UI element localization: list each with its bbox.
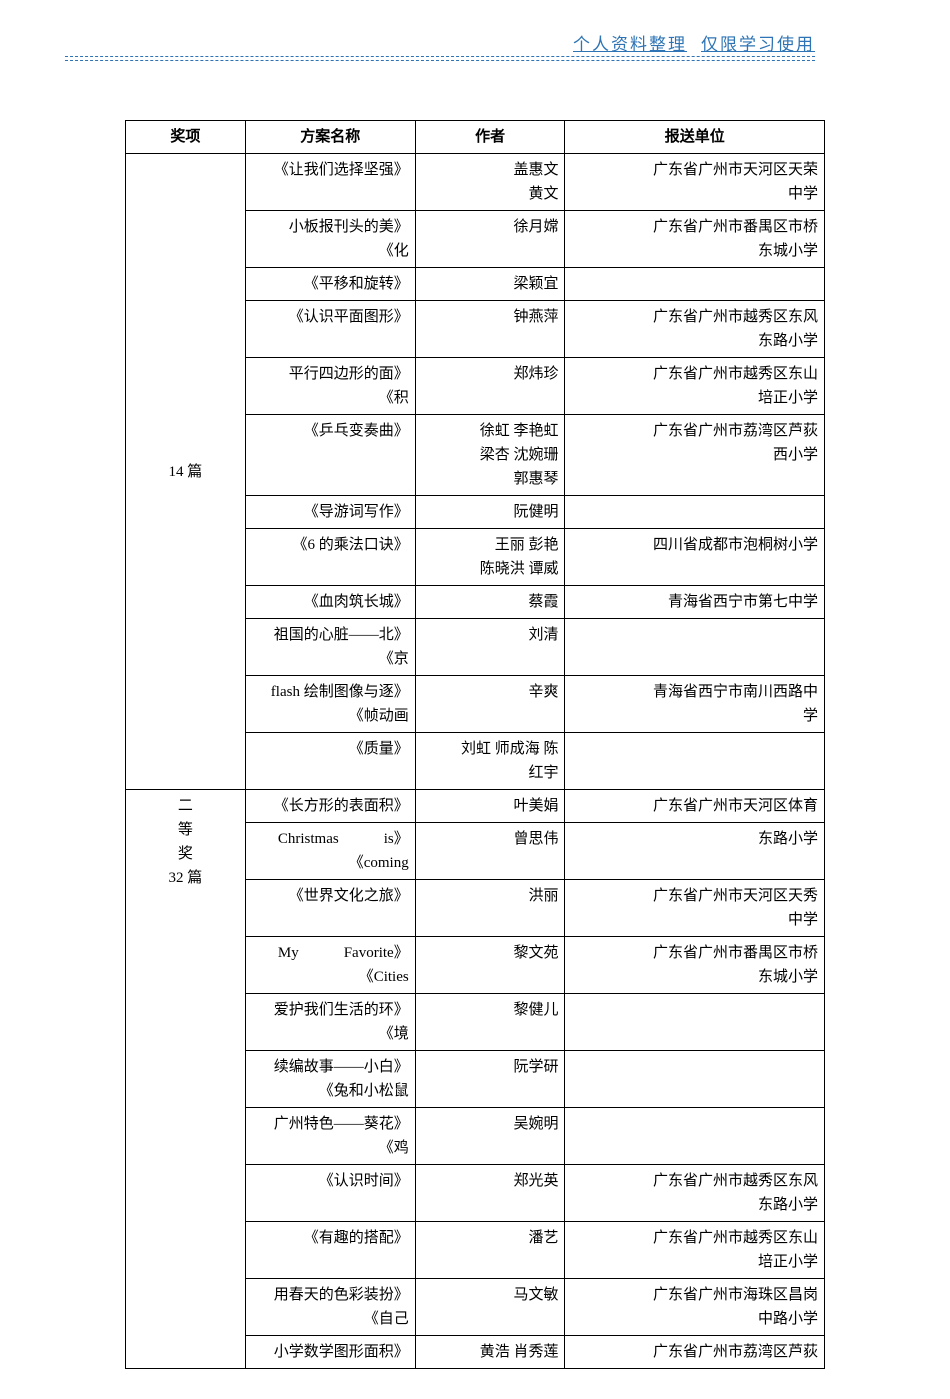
plan-cell: 用春天的色彩装扮》《自己	[245, 1279, 415, 1336]
plan-cell: 平行四边形的面》《积	[245, 358, 415, 415]
org-cell	[565, 496, 825, 529]
author-cell: 徐月嫦	[415, 211, 565, 268]
author-cell: 辛爽	[415, 676, 565, 733]
header-dash-1	[65, 56, 815, 57]
plan-cell: 《有趣的搭配》	[245, 1222, 415, 1279]
col-header-author: 作者	[415, 121, 565, 154]
author-cell: 蔡霞	[415, 586, 565, 619]
page-header: 个人资料整理仅限学习使用	[65, 30, 885, 70]
author-cell: 阮学研	[415, 1051, 565, 1108]
plan-cell: 广州特色――葵花》《鸡	[245, 1108, 415, 1165]
plan-cell: My Favorite》《Cities	[245, 937, 415, 994]
plan-cell: Christmas is》《coming	[245, 823, 415, 880]
author-cell: 徐虹 李艳虹梁杏 沈婉珊郭惠琴	[415, 415, 565, 496]
plan-cell: 《6 的乘法口诀》	[245, 529, 415, 586]
org-cell: 青海省西宁市南川西路中学	[565, 676, 825, 733]
org-cell: 广东省广州市海珠区昌岗中路小学	[565, 1279, 825, 1336]
org-cell: 广东省广州市天河区天秀中学	[565, 880, 825, 937]
table-row: 二等奖32 篇《长方形的表面积》叶美娟广东省广州市天河区体育	[126, 790, 825, 823]
author-cell: 吴婉明	[415, 1108, 565, 1165]
org-cell: 四川省成都市泡桐树小学	[565, 529, 825, 586]
award-cell: 14 篇	[126, 154, 246, 790]
author-cell: 黄浩 肖秀莲	[415, 1336, 565, 1369]
plan-cell: 《质量》	[245, 733, 415, 790]
plan-cell: 《血肉筑长城》	[245, 586, 415, 619]
org-cell	[565, 994, 825, 1051]
award-cell: 二等奖32 篇	[126, 790, 246, 1369]
plan-cell: 《认识时间》	[245, 1165, 415, 1222]
author-cell: 叶美娟	[415, 790, 565, 823]
col-header-plan: 方案名称	[245, 121, 415, 154]
table-head: 奖项 方案名称 作者 报送单位	[126, 121, 825, 154]
author-cell: 马文敏	[415, 1279, 565, 1336]
plan-cell: 《导游词写作》	[245, 496, 415, 529]
plan-cell: 《认识平面图形》	[245, 301, 415, 358]
plan-cell: 《世界文化之旅》	[245, 880, 415, 937]
author-cell: 黎健儿	[415, 994, 565, 1051]
author-cell: 阮健明	[415, 496, 565, 529]
org-cell: 广东省广州市越秀区东山培正小学	[565, 358, 825, 415]
org-cell	[565, 619, 825, 676]
org-cell: 广东省广州市天河区天荣中学	[565, 154, 825, 211]
plan-cell: 小学数学图形面积》	[245, 1336, 415, 1369]
author-cell: 潘艺	[415, 1222, 565, 1279]
col-header-award: 奖项	[126, 121, 246, 154]
org-cell: 广东省广州市荔湾区芦荻	[565, 1336, 825, 1369]
header-left: 个人资料整理	[573, 35, 687, 54]
plan-cell: 《长方形的表面积》	[245, 790, 415, 823]
org-cell	[565, 1051, 825, 1108]
org-cell: 广东省广州市天河区体育	[565, 790, 825, 823]
plan-cell: 《乒乓变奏曲》	[245, 415, 415, 496]
author-cell: 盖惠文黄文	[415, 154, 565, 211]
author-cell: 曾思伟	[415, 823, 565, 880]
plan-cell: 《让我们选择坚强》	[245, 154, 415, 211]
org-cell: 广东省广州市越秀区东风东路小学	[565, 301, 825, 358]
plan-cell: 小板报刊头的美》《化	[245, 211, 415, 268]
author-cell: 钟燕萍	[415, 301, 565, 358]
plan-cell: flash 绘制图像与逐》《帧动画	[245, 676, 415, 733]
plan-cell: 祖国的心脏――北》《京	[245, 619, 415, 676]
org-cell: 广东省广州市越秀区东风东路小学	[565, 1165, 825, 1222]
org-cell: 广东省广州市荔湾区芦荻西小学	[565, 415, 825, 496]
org-cell	[565, 268, 825, 301]
awards-table: 奖项 方案名称 作者 报送单位 14 篇《让我们选择坚强》盖惠文黄文广东省广州市…	[125, 120, 825, 1369]
page: 个人资料整理仅限学习使用 奖项 方案名称 作者 报送单位 14 篇《让我们选择坚…	[65, 30, 885, 1369]
author-cell: 刘虹 师成海 陈红宇	[415, 733, 565, 790]
org-cell	[565, 733, 825, 790]
org-cell: 广东省广州市番禺区市桥东城小学	[565, 937, 825, 994]
org-cell: 东路小学	[565, 823, 825, 880]
author-cell: 王丽 彭艳陈晓洪 谭威	[415, 529, 565, 586]
author-cell: 黎文苑	[415, 937, 565, 994]
header-dash-2	[65, 60, 815, 61]
col-header-org: 报送单位	[565, 121, 825, 154]
header-note: 个人资料整理仅限学习使用	[573, 30, 815, 55]
header-right: 仅限学习使用	[701, 35, 815, 54]
org-cell: 青海省西宁市第七中学	[565, 586, 825, 619]
table-body: 14 篇《让我们选择坚强》盖惠文黄文广东省广州市天河区天荣中学小板报刊头的美》《…	[126, 154, 825, 1369]
table-header-row: 奖项 方案名称 作者 报送单位	[126, 121, 825, 154]
author-cell: 梁颖宜	[415, 268, 565, 301]
plan-cell: 续编故事――小白》《兔和小松鼠	[245, 1051, 415, 1108]
plan-cell: 爱护我们生活的环》《境	[245, 994, 415, 1051]
author-cell: 洪丽	[415, 880, 565, 937]
org-cell: 广东省广州市番禺区市桥东城小学	[565, 211, 825, 268]
author-cell: 郑炜珍	[415, 358, 565, 415]
author-cell: 郑光英	[415, 1165, 565, 1222]
author-cell: 刘清	[415, 619, 565, 676]
org-cell: 广东省广州市越秀区东山培正小学	[565, 1222, 825, 1279]
plan-cell: 《平移和旋转》	[245, 268, 415, 301]
org-cell	[565, 1108, 825, 1165]
table-row: 14 篇《让我们选择坚强》盖惠文黄文广东省广州市天河区天荣中学	[126, 154, 825, 211]
